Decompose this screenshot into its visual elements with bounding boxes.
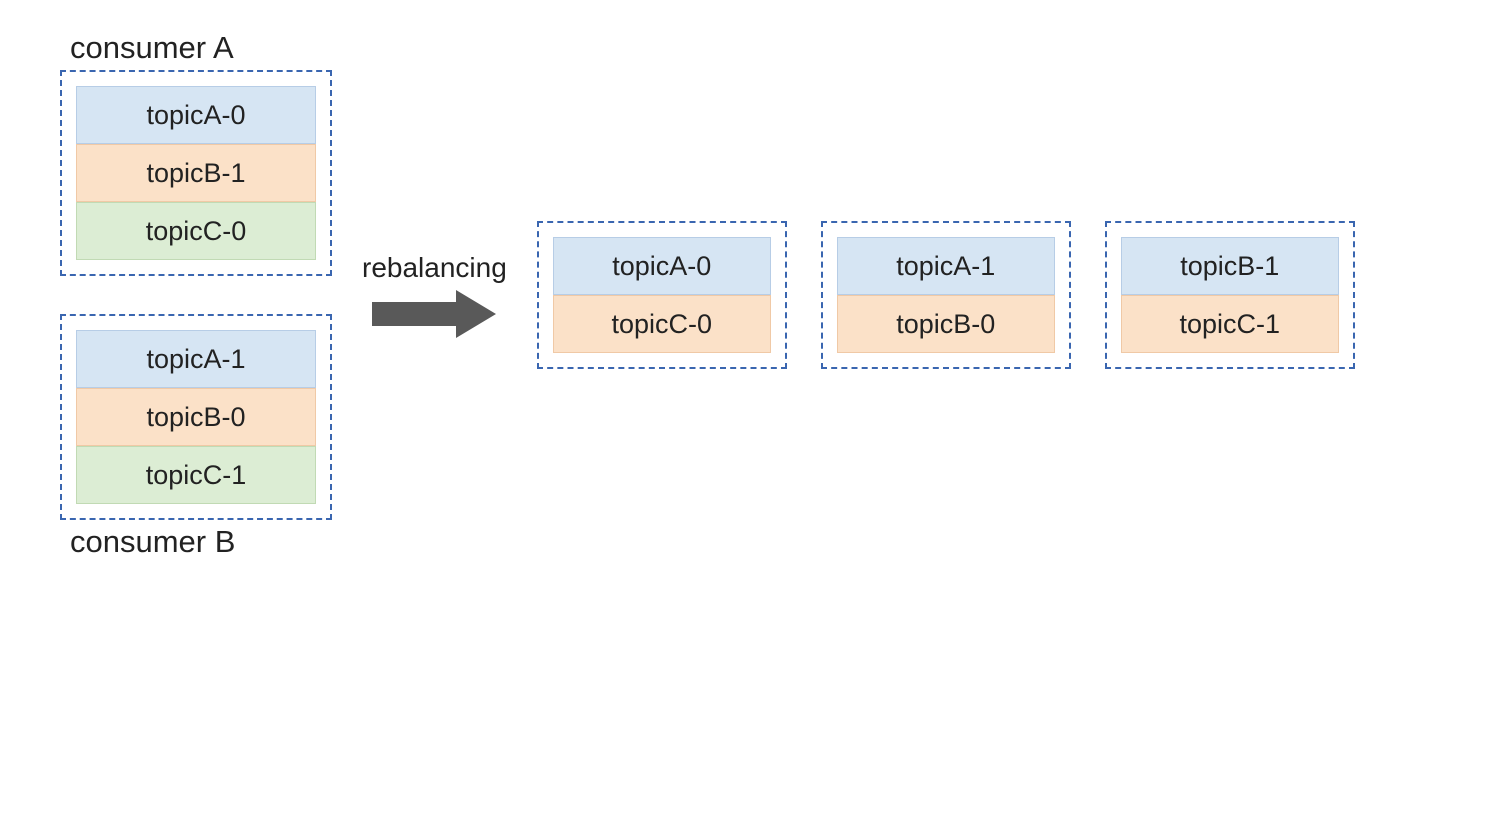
partition: topicB-1 <box>76 144 316 202</box>
partition: topicC-0 <box>553 295 771 353</box>
arrow-shape <box>372 290 496 338</box>
partition: topicC-1 <box>1121 295 1339 353</box>
after-row: topicA-0 topicC-0 topicA-1 topicB-0 topi… <box>537 221 1355 369</box>
rebalancing-arrow-area: rebalancing <box>362 252 507 338</box>
after-box-2: topicA-1 topicB-0 <box>821 221 1071 369</box>
consumer-a-box: topicA-0 topicB-1 topicC-0 <box>60 70 332 276</box>
consumer-b-block: topicA-1 topicB-0 topicC-1 consumer B <box>60 314 332 560</box>
partition: topicB-1 <box>1121 237 1339 295</box>
diagram-stage: consumer A topicA-0 topicB-1 topicC-0 to… <box>60 30 1440 560</box>
partition: topicA-0 <box>553 237 771 295</box>
partition: topicB-0 <box>76 388 316 446</box>
consumer-b-title: consumer B <box>70 524 332 560</box>
partition: topicA-1 <box>837 237 1055 295</box>
partition: topicA-0 <box>76 86 316 144</box>
before-column: consumer A topicA-0 topicB-1 topicC-0 to… <box>60 30 332 560</box>
partition: topicC-1 <box>76 446 316 504</box>
consumer-a-title: consumer A <box>70 30 332 66</box>
arrow-label: rebalancing <box>362 252 507 284</box>
after-box-1: topicA-0 topicC-0 <box>537 221 787 369</box>
consumer-b-box: topicA-1 topicB-0 topicC-1 <box>60 314 332 520</box>
arrow-right-icon <box>372 290 496 338</box>
consumer-a-block: consumer A topicA-0 topicB-1 topicC-0 <box>60 30 332 276</box>
partition: topicB-0 <box>837 295 1055 353</box>
after-box-3: topicB-1 topicC-1 <box>1105 221 1355 369</box>
partition: topicA-1 <box>76 330 316 388</box>
partition: topicC-0 <box>76 202 316 260</box>
